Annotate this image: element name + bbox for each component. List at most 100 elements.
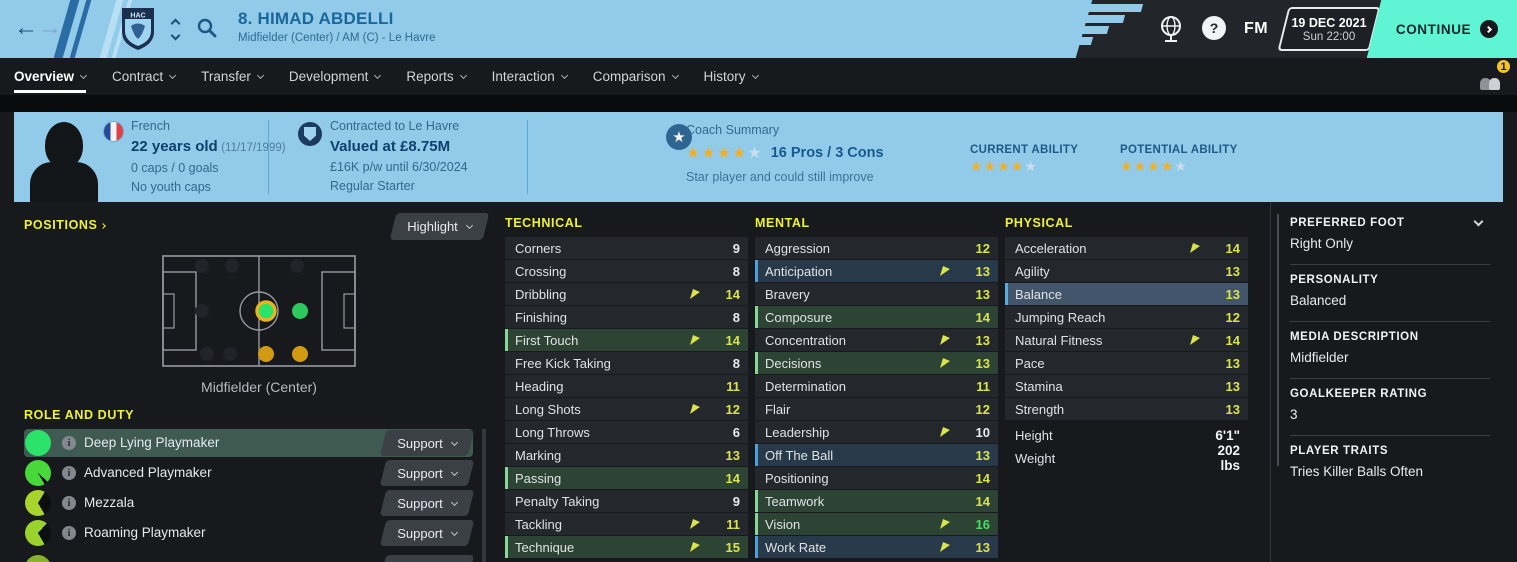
roles-scrollbar[interactable] <box>482 429 486 562</box>
tab-transfer[interactable]: Transfer <box>201 58 264 95</box>
attribute-row-stamina[interactable]: Stamina 13 <box>1005 375 1248 397</box>
attribute-row-determination[interactable]: Determination 11 <box>755 375 998 397</box>
duty-dropdown[interactable]: Support <box>379 460 475 486</box>
info-icon[interactable]: i <box>62 526 76 540</box>
attribute-row-work-rate[interactable]: Work Rate 13 <box>755 536 998 558</box>
info-name: Weight <box>1015 450 1056 466</box>
attribute-value: 13 <box>975 263 990 279</box>
attribute-row-strength[interactable]: Strength 13 <box>1005 398 1248 420</box>
pros-cons-label[interactable]: 16 Pros / 3 Cons <box>770 145 884 161</box>
sidebar-section-title: MEDIA DESCRIPTION <box>1290 331 1419 343</box>
attribute-value: 12 <box>1225 309 1240 325</box>
attribute-row-heading[interactable]: Heading 11 <box>505 375 748 397</box>
star-filled-icon: ★ <box>1120 158 1134 174</box>
attribute-name: Off The Ball <box>765 447 834 463</box>
next-player-chevron[interactable] <box>170 30 181 41</box>
attribute-row-penalty-taking[interactable]: Penalty Taking 9 <box>505 490 748 512</box>
fm-logo[interactable]: FM <box>1244 20 1269 37</box>
mental-attributes-column: MENTAL Aggression 12 Anticipation 13 Bravery… <box>755 216 998 559</box>
attribute-row-acceleration[interactable]: Acceleration 14 <box>1005 237 1248 259</box>
chevron-down-icon <box>256 71 264 79</box>
attribute-row-finishing[interactable]: Finishing 8 <box>505 306 748 328</box>
duty-dropdown[interactable]: Support <box>379 520 475 546</box>
attribute-row-decisions[interactable]: Decisions 13 <box>755 352 998 374</box>
attribute-value: 13 <box>725 447 740 463</box>
attribute-row-dribbling[interactable]: Dribbling 14 <box>505 283 748 305</box>
attribute-row-technique[interactable]: Technique 15 <box>505 536 748 558</box>
attribute-row-pace[interactable]: Pace 13 <box>1005 352 1248 374</box>
attribute-value: 13 <box>1225 286 1240 302</box>
search-icon[interactable] <box>196 17 218 44</box>
tab-reports[interactable]: Reports <box>406 58 467 95</box>
duty-dropdown[interactable] <box>379 555 473 562</box>
tab-overview[interactable]: Overview <box>14 58 88 95</box>
info-icon[interactable]: i <box>62 466 76 480</box>
attribute-row-off-the-ball[interactable]: Off The Ball 13 <box>755 444 998 466</box>
attribute-name: First Touch <box>515 332 579 348</box>
attribute-row-concentration[interactable]: Concentration 13 <box>755 329 998 351</box>
positions-section-title[interactable]: POSITIONS <box>24 218 107 232</box>
forward-arrow-button[interactable]: → <box>38 14 62 41</box>
continue-button[interactable]: CONTINUE <box>1366 0 1517 58</box>
attribute-row-long-shots[interactable]: Long Shots 12 <box>505 398 748 420</box>
attribute-row-composure[interactable]: Composure 14 <box>755 306 998 328</box>
attribute-row-marking[interactable]: Marking 13 <box>505 444 748 466</box>
prev-player-chevron[interactable] <box>170 18 181 29</box>
notification-indicator[interactable]: 1 <box>1478 58 1512 92</box>
role-row-advanced-playmaker[interactable]: i Advanced Playmaker Support <box>24 459 475 487</box>
tab-comparison[interactable]: Comparison <box>593 58 679 95</box>
birthdate-value: (11/17/1999) <box>221 142 286 154</box>
attribute-row-passing[interactable]: Passing 14 <box>505 467 748 489</box>
tab-development[interactable]: Development <box>289 58 382 95</box>
attribute-value: 8 <box>732 263 740 279</box>
attribute-row-positioning[interactable]: Positioning 14 <box>755 467 998 489</box>
attribute-row-bravery[interactable]: Bravery 13 <box>755 283 998 305</box>
attribute-value: 14 <box>725 286 740 302</box>
star-filled-icon: ★ <box>1160 158 1175 174</box>
help-icon[interactable]: ? <box>1202 16 1226 40</box>
attribute-row-teamwork[interactable]: Teamwork 14 <box>755 490 998 512</box>
attribute-row-vision[interactable]: Vision 16 <box>755 513 998 535</box>
attribute-row-balance[interactable]: Balance 13 <box>1005 283 1248 305</box>
role-row-partial[interactable] <box>24 551 473 562</box>
info-icon[interactable]: i <box>62 436 76 450</box>
duty-dropdown[interactable]: Support <box>379 430 475 456</box>
back-arrow-button[interactable]: ← <box>14 14 38 41</box>
tab-label: Contract <box>112 69 164 84</box>
tab-interaction[interactable]: Interaction <box>492 58 568 95</box>
attribute-row-crossing[interactable]: Crossing 8 <box>505 260 748 282</box>
attribute-name: Passing <box>515 470 562 486</box>
attribute-row-tackling[interactable]: Tackling 11 <box>505 513 748 535</box>
attribute-row-agility[interactable]: Agility 13 <box>1005 260 1248 282</box>
attribute-row-natural-fitness[interactable]: Natural Fitness 14 <box>1005 329 1248 351</box>
role-row-mezzala[interactable]: i Mezzala Support <box>24 489 475 517</box>
attribute-row-jumping-reach[interactable]: Jumping Reach 12 <box>1005 306 1248 328</box>
highlight-dropdown[interactable]: Highlight <box>389 213 490 240</box>
attribute-row-first-touch[interactable]: First Touch 14 <box>505 329 748 351</box>
chevron-down-icon <box>450 498 458 506</box>
sidebar-scroll-indicator[interactable] <box>1277 214 1279 466</box>
attribute-row-flair[interactable]: Flair 12 <box>755 398 998 420</box>
world-news-icon[interactable] <box>1158 15 1184 48</box>
attribute-name: Work Rate <box>765 539 827 555</box>
squad-status-label: Regular Starter <box>330 179 415 193</box>
attribute-change-arrow-icon <box>1190 335 1200 345</box>
attribute-change-arrow-icon <box>690 519 700 529</box>
date-line: 19 DEC 2021 <box>1291 15 1367 30</box>
attribute-row-anticipation[interactable]: Anticipation 13 <box>755 260 998 282</box>
attribute-row-leadership[interactable]: Leadership 10 <box>755 421 998 443</box>
duty-dropdown[interactable]: Support <box>379 490 475 516</box>
club-crest-le-havre[interactable]: HAC <box>118 6 158 57</box>
attribute-row-free-kick-taking[interactable]: Free Kick Taking 8 <box>505 352 748 374</box>
attribute-row-corners[interactable]: Corners 9 <box>505 237 748 259</box>
tab-history[interactable]: History <box>704 58 759 95</box>
player-avatar[interactable] <box>28 118 100 202</box>
role-row-roaming-playmaker[interactable]: i Roaming Playmaker Support <box>24 519 475 547</box>
physical-title: PHYSICAL <box>1005 216 1074 230</box>
tab-contract[interactable]: Contract <box>112 58 177 95</box>
role-row-deep-lying-playmaker[interactable]: i Deep Lying Playmaker Support <box>24 429 475 457</box>
continue-label: CONTINUE <box>1395 21 1472 37</box>
attribute-row-long-throws[interactable]: Long Throws 6 <box>505 421 748 443</box>
info-icon[interactable]: i <box>62 496 76 510</box>
attribute-row-aggression[interactable]: Aggression 12 <box>755 237 998 259</box>
